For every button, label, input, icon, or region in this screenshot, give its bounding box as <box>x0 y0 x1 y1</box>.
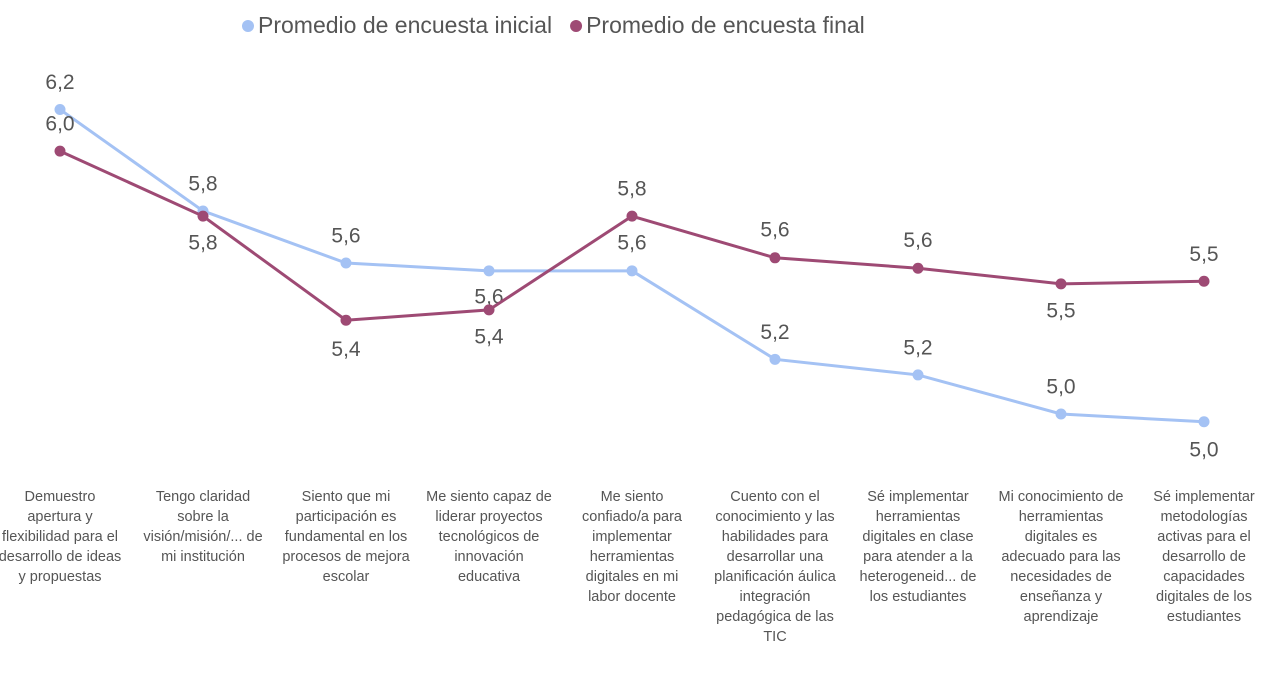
data-point <box>626 265 638 277</box>
data-label: 5,6 <box>903 229 932 252</box>
x-tick-label: Siento que mi participación es fundament… <box>282 489 410 585</box>
data-point <box>769 353 781 365</box>
data-point <box>1198 416 1210 428</box>
data-point <box>54 103 66 115</box>
data-label: 6,0 <box>45 113 74 136</box>
x-tick-label: Demuestro apertura y flexibilidad para e… <box>0 489 122 585</box>
data-point <box>483 265 495 277</box>
x-tick-label: Sé implementar metodologías activas para… <box>1153 489 1255 625</box>
x-tick-label: Tengo claridad sobre la visión/misión/..… <box>143 489 263 565</box>
data-label: 5,2 <box>903 336 932 359</box>
data-label: 5,8 <box>188 173 217 196</box>
x-tick-label: Sé implementar herramientas digitales en… <box>859 489 977 605</box>
data-point <box>483 304 495 316</box>
data-label: 5,5 <box>1046 299 1075 322</box>
data-label: 5,6 <box>760 218 789 241</box>
data-point <box>769 252 781 264</box>
data-point <box>1198 275 1210 287</box>
legend-label: Promedio de encuesta final <box>586 12 865 38</box>
data-label: 5,8 <box>617 178 646 201</box>
data-point <box>1055 408 1067 420</box>
legend-marker <box>570 20 583 32</box>
data-label: 5,5 <box>1189 243 1218 266</box>
data-label: 5,6 <box>474 285 503 308</box>
data-point <box>340 257 352 269</box>
data-point <box>912 262 924 274</box>
data-point <box>912 369 924 381</box>
data-label: 6,2 <box>45 71 74 94</box>
data-point <box>1055 278 1067 290</box>
data-point <box>626 210 638 222</box>
data-label: 5,0 <box>1046 376 1075 399</box>
x-tick-label: Me siento confiado/a para implementar he… <box>582 489 682 605</box>
x-tick-label: Me siento capaz de liderar proyectos tec… <box>426 489 552 585</box>
data-point <box>340 314 352 326</box>
data-label: 5,2 <box>760 321 789 344</box>
legend-label: Promedio de encuesta inicial <box>258 12 552 38</box>
data-label: 5,6 <box>617 231 646 254</box>
x-tick-label: Cuento con el conocimiento y las habilid… <box>714 489 836 645</box>
legend-marker <box>242 20 254 32</box>
data-label: 5,6 <box>331 225 360 248</box>
data-label: 5,4 <box>474 325 504 348</box>
data-point <box>54 145 66 157</box>
data-label: 5,4 <box>331 338 361 361</box>
x-tick-label: Mi conocimiento de herramientas digitale… <box>998 489 1124 625</box>
data-point <box>197 210 209 222</box>
data-label: 5,0 <box>1189 438 1218 461</box>
data-label: 5,8 <box>188 232 217 255</box>
